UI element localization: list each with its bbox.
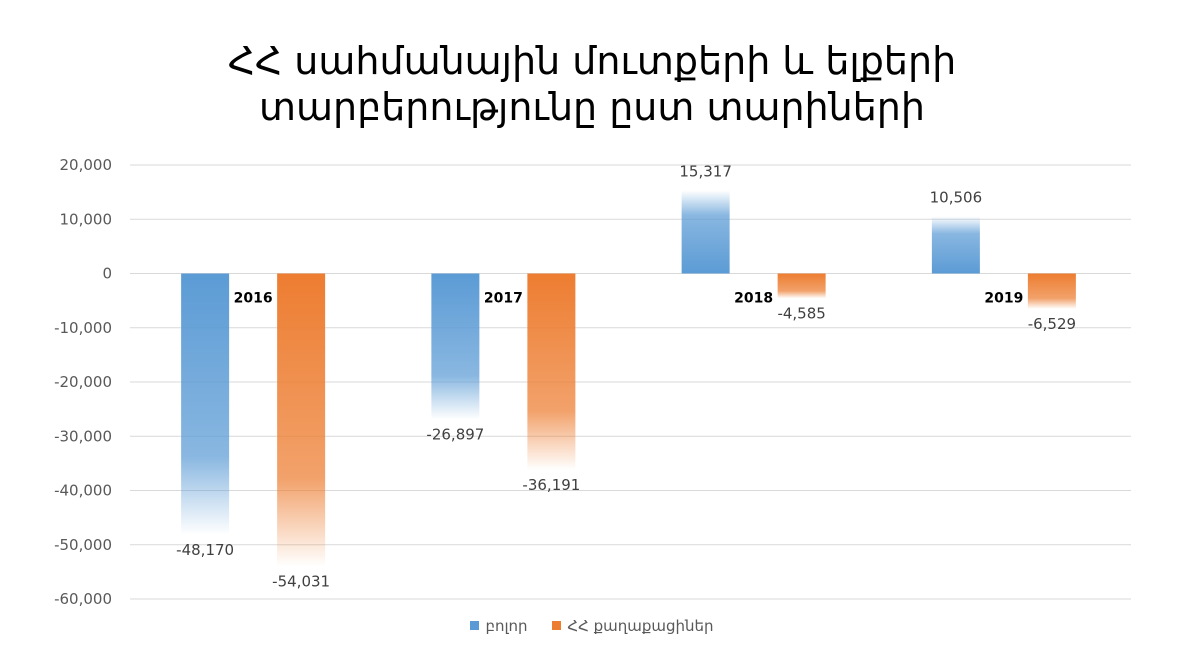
data-label: -6,529 bbox=[1028, 315, 1076, 333]
data-label: -54,031 bbox=[272, 573, 330, 591]
bar-2017-series-1 bbox=[431, 273, 480, 420]
data-label: -26,897 bbox=[426, 425, 484, 443]
data-label: 15,317 bbox=[679, 162, 732, 180]
legend: բոլոր ՀՀ քաղաքացիներ bbox=[0, 616, 1184, 635]
y-tick-label: 10,000 bbox=[60, 210, 113, 228]
y-tick-label: -10,000 bbox=[54, 319, 112, 337]
y-tick-label: -50,000 bbox=[54, 536, 112, 554]
legend-label-series-2: ՀՀ քաղաքացիներ bbox=[567, 616, 714, 635]
bar-2017-series-2 bbox=[527, 273, 576, 470]
legend-item-series-2: ՀՀ քաղաքացիներ bbox=[552, 616, 714, 635]
y-tick-label: -60,000 bbox=[54, 590, 112, 608]
data-label: 10,506 bbox=[930, 189, 983, 207]
bar-2018-series-2 bbox=[777, 273, 826, 299]
legend-item-series-1: բոլոր bbox=[470, 616, 528, 635]
bar-2016-series-2 bbox=[277, 273, 326, 567]
chart-title: ՀՀ սահմանային մուտքերի և ելքերի տարբերու… bbox=[0, 38, 1184, 130]
legend-swatch-series-1 bbox=[470, 621, 480, 630]
category-label: 2016 bbox=[234, 291, 273, 307]
category-label: 2018 bbox=[734, 291, 773, 307]
legend-label-series-1: բոլոր bbox=[485, 616, 528, 635]
data-label: -4,585 bbox=[777, 304, 825, 322]
data-label: -48,170 bbox=[176, 541, 234, 559]
y-tick-label: -20,000 bbox=[54, 373, 112, 391]
category-label: 2017 bbox=[484, 291, 523, 307]
y-tick-label: 20,000 bbox=[60, 156, 113, 174]
chart-title-line-1: ՀՀ սահմանային մուտքերի և ելքերի bbox=[227, 39, 957, 83]
chart-title-line-2: տարբերությունը ըստ տարիների bbox=[259, 85, 925, 129]
y-tick-label: -30,000 bbox=[54, 427, 112, 445]
legend-swatch-series-2 bbox=[552, 621, 562, 630]
bar-2019-series-1 bbox=[931, 216, 980, 274]
y-tick-label: 0 bbox=[102, 265, 112, 283]
bar-2019-series-2 bbox=[1027, 273, 1076, 309]
bar-2016-series-1 bbox=[181, 273, 230, 535]
data-label: -36,191 bbox=[522, 476, 580, 494]
category-label: 2019 bbox=[984, 291, 1023, 307]
bar-2018-series-1 bbox=[681, 190, 730, 274]
y-tick-label: -40,000 bbox=[54, 482, 112, 500]
